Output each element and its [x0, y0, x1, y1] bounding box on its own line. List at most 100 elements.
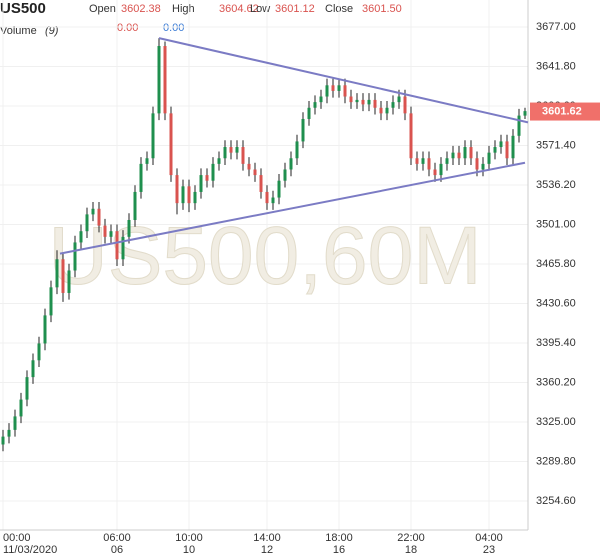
candle-body: [523, 111, 527, 116]
candle-body: [451, 152, 455, 159]
candle-body: [43, 315, 47, 344]
candle-body: [181, 186, 185, 204]
candle-body: [277, 180, 281, 198]
x-tick-date: 18: [405, 544, 417, 556]
candle-body: [121, 236, 125, 260]
candle-body: [217, 158, 221, 164]
candle-body: [499, 141, 503, 148]
candle-body: [427, 158, 431, 170]
header-value: 3604.62: [219, 3, 259, 15]
candle-body: [301, 118, 305, 142]
candle-body: [13, 416, 17, 430]
trend-line: [158, 37, 529, 124]
header-label: High: [172, 3, 195, 15]
candle-body: [175, 175, 179, 204]
candle-body: [355, 99, 359, 103]
candle-body: [91, 208, 95, 215]
candle-body: [319, 96, 323, 103]
candle-body: [337, 85, 341, 91]
candle-body: [283, 169, 287, 181]
candle-body: [403, 96, 407, 114]
candle-body: [109, 231, 113, 237]
x-tick-label: 18:00: [325, 532, 353, 544]
candle-body: [265, 191, 269, 204]
x-tick-label: 14:00: [253, 532, 281, 544]
candle-body: [7, 429, 11, 437]
candle-body: [193, 191, 197, 204]
x-tick-date: 16: [333, 544, 345, 556]
candle-body: [115, 231, 119, 260]
candle-body: [415, 158, 419, 164]
volume-value: 0.00: [163, 22, 184, 34]
candle-body: [133, 191, 137, 220]
symbol: US500: [0, 0, 46, 17]
candle-body: [463, 147, 467, 159]
candle-body: [475, 158, 479, 170]
candle-body: [61, 259, 65, 293]
candle-body: [385, 107, 389, 114]
x-tick-date: 10: [183, 544, 195, 556]
candle-body: [343, 85, 347, 97]
price-box: [530, 102, 600, 121]
price-label: 3601.62: [542, 105, 582, 117]
candle-body: [349, 96, 353, 103]
y-tick-label: 3360.20: [536, 376, 576, 388]
y-tick-label: 3677.00: [536, 21, 576, 33]
candle-body: [487, 152, 491, 164]
candle-body: [67, 270, 71, 293]
candle-body: [253, 169, 257, 176]
candle-body: [55, 259, 59, 288]
candle-body: [163, 46, 167, 114]
y-tick-label: 3430.60: [536, 297, 576, 309]
candle-body: [205, 175, 209, 181]
candle-body: [469, 147, 473, 159]
x-tick-label: 00:00: [3, 532, 31, 544]
candle-body: [49, 287, 53, 316]
candle-body: [391, 102, 395, 108]
candle-body: [421, 158, 425, 164]
y-tick-label: 3536.20: [536, 179, 576, 191]
y-tick-label: 3254.60: [536, 495, 576, 507]
candle-body: [235, 147, 239, 153]
header-value: 3602.38: [121, 3, 161, 15]
candle-body: [19, 399, 23, 417]
candle-body: [169, 113, 173, 176]
header-value: 3601.50: [362, 3, 402, 15]
candle-body: [229, 147, 233, 153]
candle-body: [139, 163, 143, 192]
x-tick-date: 11/03/2020: [3, 544, 57, 556]
x-tick-label: 04:00: [475, 532, 503, 544]
candle-body: [295, 141, 299, 159]
candle-body: [127, 219, 131, 237]
candle-body: [223, 147, 227, 159]
candle-body: [517, 115, 521, 136]
candle-body: [271, 197, 275, 204]
candle-body: [145, 158, 149, 164]
candle-body: [157, 46, 161, 114]
candle-body: [307, 107, 311, 119]
candle-body: [103, 225, 107, 237]
candle-body: [199, 175, 203, 192]
candle-body: [259, 175, 263, 192]
candle-body: [25, 377, 29, 400]
candle-body: [313, 102, 317, 108]
candle-body: [367, 99, 371, 105]
candle-body: [361, 99, 365, 105]
candle-body: [151, 113, 155, 159]
y-tick-label: 3395.40: [536, 337, 576, 349]
x-tick-label: 10:00: [175, 532, 203, 544]
candle-body: [433, 169, 437, 176]
volume-label: Volume: [0, 25, 37, 37]
candle-body: [325, 85, 329, 97]
candle-body: [481, 163, 485, 170]
volume-period: (9): [45, 25, 59, 37]
trend-line: [59, 161, 526, 255]
y-tick-label: 3571.40: [536, 139, 576, 151]
candle-body: [73, 242, 77, 271]
header-label: Low: [250, 3, 270, 15]
candle-body: [85, 214, 89, 232]
candle-body: [331, 85, 335, 91]
candle-body: [373, 99, 377, 108]
header-value: 3601.12: [275, 3, 315, 15]
